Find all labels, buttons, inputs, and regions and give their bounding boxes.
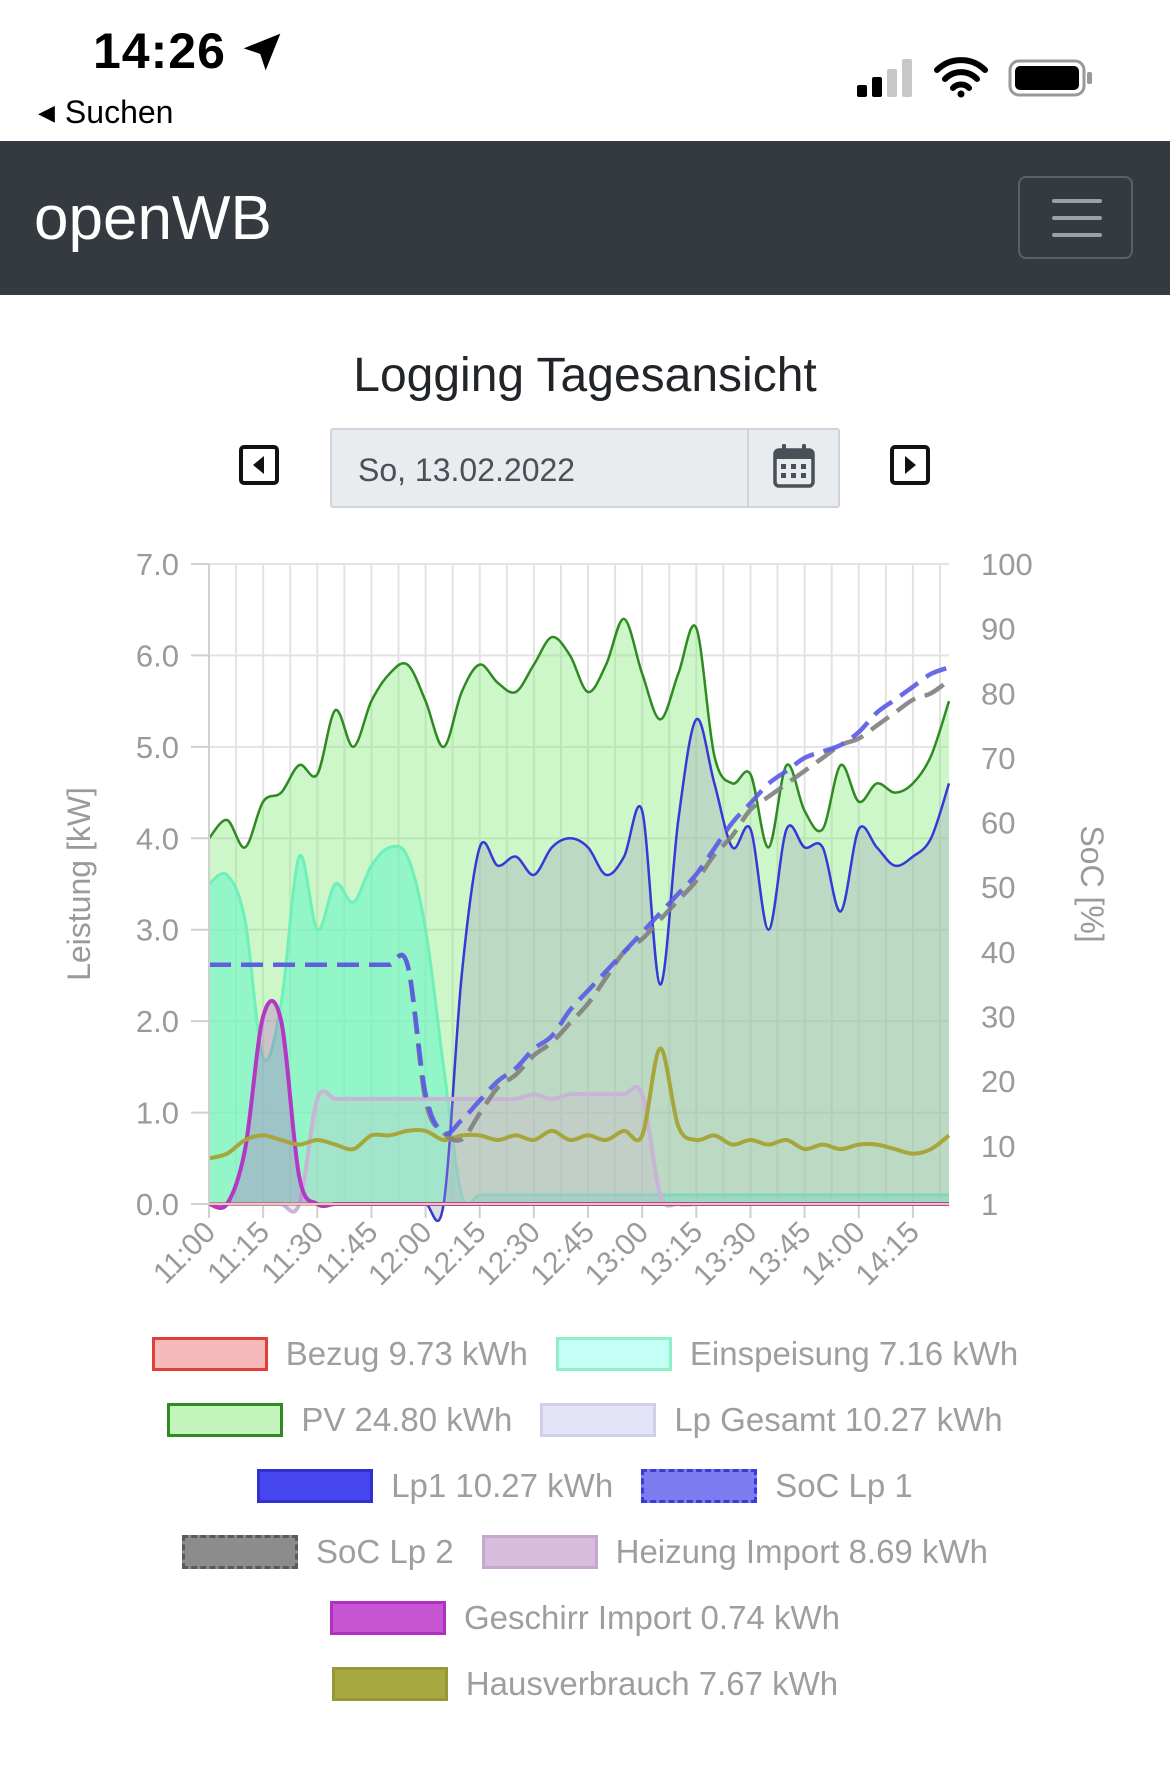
series-line [208,1046,951,1161]
y2-tick-label: 40 [981,935,1015,970]
series-area [209,718,949,1221]
status-bar: 14:26 ◀ Suchen [0,0,1170,141]
y2-tick-label: 60 [981,806,1015,841]
calendar-icon [773,444,815,488]
series-area [209,718,949,1221]
legend-label: Bezug 9.73 kWh [285,1335,528,1372]
y2-tick-label: 10 [981,1129,1015,1164]
hamburger-icon [1052,199,1102,203]
cellular-signal-icon [857,59,912,97]
legend-item[interactable]: Lp Gesamt 10.27 kWh [540,1401,1003,1439]
back-label: Suchen [64,94,174,130]
legend-label: Hausverbrauch 7.67 kWh [465,1665,839,1702]
legend-label: Heizung Import 8.69 kWh [615,1533,988,1570]
y-tick-label: 7.0 [136,547,179,582]
legend-swatch [330,1601,447,1635]
x-tick-label: 14:15 [849,1216,925,1292]
hamburger-icon-mid [1052,216,1102,220]
legend-swatch [641,1469,758,1503]
legend-item[interactable]: SoC Lp 1 [641,1467,913,1505]
legend-item[interactable]: Lp1 10.27 kWh [257,1467,613,1505]
date-value: So, 13.02.2022 [358,452,576,488]
legend-label: Einspeisung 7.16 kWh [689,1335,1019,1372]
legend-label: SoC Lp 2 [316,1533,454,1570]
y-tick-label: 6.0 [136,638,179,673]
series-1 [208,844,949,1206]
legend-swatch [331,1667,448,1701]
y2-tick-label: 50 [981,870,1015,905]
battery-icon [1008,59,1092,97]
y-tick-label: 5.0 [136,730,179,765]
series-area [209,846,949,1205]
legend-swatch [182,1535,299,1569]
legend-item[interactable]: PV 24.80 kWh [167,1401,512,1439]
legend-label: Lp1 10.27 kWh [391,1467,614,1504]
y-tick-label: 0.0 [136,1187,179,1222]
legend-row: SoC Lp 2 Heizung Import 8.69 kWh [0,1533,1170,1583]
y-axis-title: Leistung [kW] [61,787,97,981]
x-tick-label: 11:30 [255,1216,330,1291]
next-day-button[interactable] [890,445,930,485]
hamburger-icon-bottom [1052,233,1102,237]
brand-logo-text[interactable]: openWB [34,184,272,253]
wifi-icon [934,57,988,98]
series-area [209,1000,949,1209]
status-time: 14:26 [93,23,226,79]
back-triangle-icon: ◀ [38,100,55,125]
legend-swatch [257,1469,374,1503]
legend-row: Bezug 9.73 kWh Einspeisung 7.16 kWh [0,1335,1170,1385]
legend-item[interactable]: SoC Lp 2 [182,1533,454,1571]
series-line [208,617,951,849]
legend-row: Lp1 10.27 kWh SoC Lp 1 [0,1467,1170,1517]
prev-day-button[interactable] [239,445,279,485]
legend-swatch [151,1337,268,1371]
calendar-button[interactable] [749,430,838,506]
x-tick-label: 11:15 [201,1216,276,1291]
daily-log-chart[interactable]: 7.0 6.0 5.0 4.0 3.0 2.0 1.0 0.0 100 90 80 70 60 50 40 3… [0,540,1170,1340]
legend-swatch [555,1337,672,1371]
legend-swatch [540,1403,657,1437]
legend-label: PV 24.80 kWh [301,1401,513,1438]
y-tick-label: 3.0 [136,913,179,948]
back-to-search-link[interactable]: ◀ Suchen [38,94,173,131]
series-9 [208,1046,951,1161]
legend-row: Hausverbrauch 7.67 kWh [0,1665,1170,1715]
top-navbar: openWB [0,141,1170,295]
x-tick-label: 11:00 [147,1216,222,1291]
legend-row: PV 24.80 kWh Lp Gesamt 10.27 kWh [0,1401,1170,1451]
legend-item[interactable]: Hausverbrauch 7.67 kWh [331,1665,839,1703]
y2-tick-label: 70 [981,741,1015,776]
legend-item[interactable]: Einspeisung 7.16 kWh [555,1335,1019,1373]
y2-tick-label: 30 [981,1000,1015,1035]
y-tick-label: 2.0 [136,1004,179,1039]
location-arrow-icon [243,33,281,71]
y-tick-label: 1.0 [136,1096,179,1131]
date-picker[interactable]: So, 13.02.2022 [330,428,840,508]
legend-label: SoC Lp 1 [775,1467,913,1504]
legend-item[interactable]: Bezug 9.73 kWh [151,1335,528,1373]
legend-label: Geschirr Import 0.74 kWh [464,1599,840,1636]
soc-line-6 [208,678,951,1143]
y2-axis-title: SoC [%] [1074,825,1110,942]
y2-tick-label: 1 [981,1187,998,1222]
legend-swatch [167,1403,284,1437]
page-title: Logging Tagesansicht [353,349,817,402]
caret-right-icon [905,456,916,474]
legend-label: Lp Gesamt 10.27 kWh [674,1401,1003,1438]
y2-tick-label: 20 [981,1064,1015,1099]
series-line [208,844,949,1206]
menu-toggle-button[interactable] [1018,176,1133,259]
legend-swatch [481,1535,598,1569]
caret-left-icon [253,456,264,474]
y2-tick-label: 90 [981,612,1015,647]
date-input[interactable]: So, 13.02.2022 [332,430,749,506]
y2-tick-label: 80 [981,676,1015,711]
legend-item[interactable]: Heizung Import 8.69 kWh [481,1533,988,1571]
y-tick-label: 4.0 [136,821,179,856]
series-area [209,1086,949,1212]
legend-item[interactable]: Geschirr Import 0.74 kWh [330,1599,840,1637]
legend-row: Geschirr Import 0.74 kWh [0,1599,1170,1649]
y2-tick-label: 100 [981,547,1033,582]
